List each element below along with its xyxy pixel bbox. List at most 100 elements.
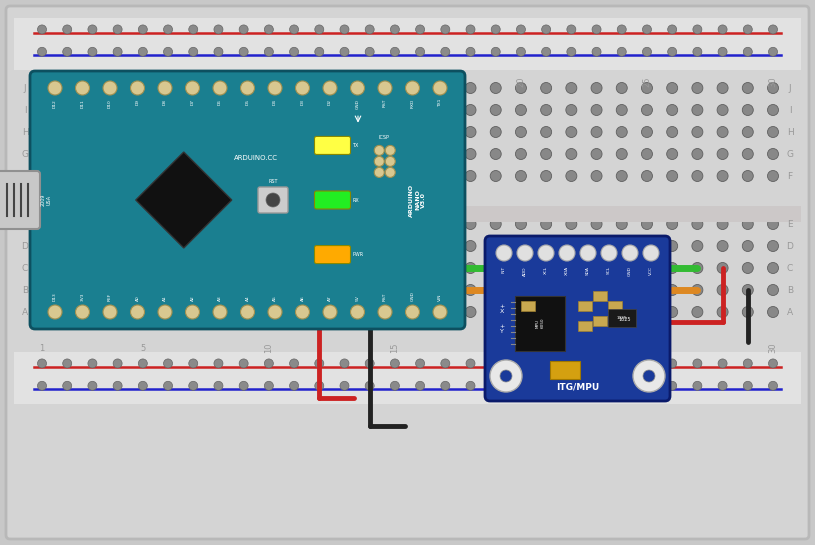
Bar (608, 309, 636, 327)
Circle shape (314, 171, 324, 181)
Circle shape (76, 81, 90, 95)
Circle shape (769, 47, 778, 56)
Circle shape (164, 47, 173, 56)
Text: 20: 20 (517, 343, 526, 353)
Circle shape (465, 284, 476, 295)
Text: RX: RX (353, 197, 359, 203)
Circle shape (692, 306, 703, 318)
Circle shape (87, 105, 98, 116)
Text: 25: 25 (642, 343, 651, 353)
Circle shape (742, 82, 753, 94)
Circle shape (187, 82, 199, 94)
Circle shape (717, 240, 728, 251)
Circle shape (189, 382, 198, 390)
Circle shape (515, 306, 526, 318)
Circle shape (112, 126, 123, 137)
Circle shape (113, 382, 122, 390)
Text: 5: 5 (140, 77, 145, 87)
Circle shape (769, 382, 778, 390)
Circle shape (37, 359, 46, 368)
Text: D: D (21, 241, 29, 251)
Circle shape (542, 47, 551, 56)
Text: GND: GND (411, 291, 415, 301)
Circle shape (622, 245, 638, 261)
Circle shape (187, 219, 199, 229)
Circle shape (323, 81, 337, 95)
Circle shape (693, 25, 702, 34)
Circle shape (491, 263, 501, 274)
Circle shape (591, 306, 602, 318)
Circle shape (48, 81, 62, 95)
Circle shape (742, 306, 753, 318)
Text: A: A (22, 307, 28, 317)
Bar (593, 316, 607, 326)
Circle shape (289, 306, 300, 318)
Circle shape (289, 284, 300, 295)
Circle shape (592, 359, 601, 368)
Text: TX: TX (353, 143, 359, 148)
Circle shape (314, 219, 324, 229)
Circle shape (591, 105, 602, 116)
Circle shape (213, 306, 224, 318)
Circle shape (768, 284, 778, 295)
Circle shape (667, 171, 677, 181)
Circle shape (416, 382, 425, 390)
Circle shape (515, 219, 526, 229)
Circle shape (87, 263, 98, 274)
Circle shape (616, 219, 628, 229)
Circle shape (238, 171, 249, 181)
Circle shape (643, 245, 659, 261)
Circle shape (364, 148, 375, 160)
Circle shape (515, 148, 526, 160)
Circle shape (441, 382, 450, 390)
Circle shape (87, 240, 98, 251)
Circle shape (289, 126, 300, 137)
Circle shape (37, 148, 47, 160)
Circle shape (617, 25, 626, 34)
Circle shape (339, 82, 350, 94)
Circle shape (517, 47, 526, 56)
Text: E: E (787, 220, 793, 228)
Circle shape (37, 82, 47, 94)
Circle shape (339, 105, 350, 116)
Circle shape (617, 47, 626, 56)
Circle shape (162, 284, 174, 295)
Text: USA: USA (46, 195, 51, 205)
Circle shape (263, 126, 275, 137)
Circle shape (103, 81, 117, 95)
Circle shape (440, 148, 451, 160)
Circle shape (769, 25, 778, 34)
Circle shape (768, 82, 778, 94)
Circle shape (238, 306, 249, 318)
Text: D11: D11 (81, 99, 85, 108)
Circle shape (667, 382, 676, 390)
Circle shape (263, 171, 275, 181)
Circle shape (263, 263, 275, 274)
Circle shape (63, 25, 72, 34)
Circle shape (37, 126, 47, 137)
Text: D8: D8 (163, 99, 167, 105)
Circle shape (364, 219, 375, 229)
Text: J: J (789, 83, 791, 93)
Circle shape (465, 219, 476, 229)
Circle shape (62, 263, 73, 274)
Circle shape (63, 382, 72, 390)
Circle shape (717, 82, 728, 94)
Text: GND: GND (355, 99, 359, 109)
Circle shape (112, 284, 123, 295)
Circle shape (591, 284, 602, 295)
Circle shape (667, 126, 677, 137)
Circle shape (37, 105, 47, 116)
Circle shape (213, 240, 224, 251)
Circle shape (364, 284, 375, 295)
Circle shape (339, 171, 350, 181)
Circle shape (566, 240, 577, 251)
Circle shape (491, 25, 500, 34)
Circle shape (440, 306, 451, 318)
Circle shape (667, 105, 677, 116)
Circle shape (62, 148, 73, 160)
Circle shape (238, 126, 249, 137)
Circle shape (238, 284, 249, 295)
Circle shape (88, 47, 97, 56)
Circle shape (515, 171, 526, 181)
